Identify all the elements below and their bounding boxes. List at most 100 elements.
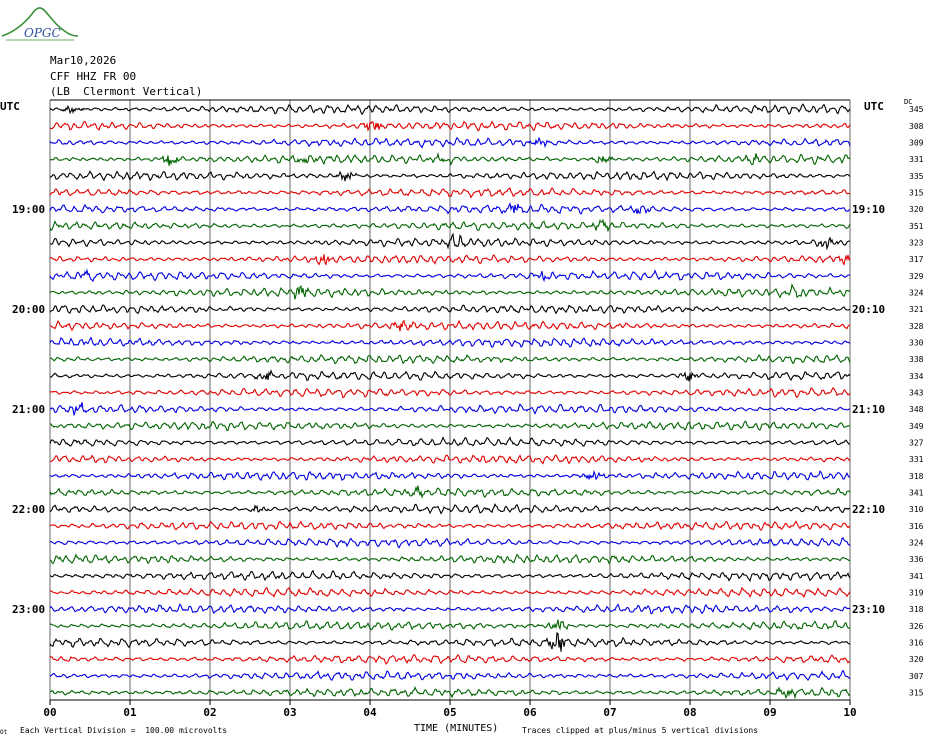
trace-row-2: [49, 136, 851, 149]
date-label: Mar10,2026: [50, 54, 117, 67]
trace-row-13: [50, 319, 851, 332]
x-tick-label: 05: [443, 706, 456, 719]
trace-row-17: [49, 387, 851, 399]
x-tick-label: 01: [123, 706, 137, 719]
dc-offset-label: 328: [909, 322, 924, 331]
trace-row-18: [49, 402, 851, 416]
hour-label-left: 23:00: [12, 603, 45, 616]
trace-row-6: [49, 202, 851, 215]
dc-offset-label: 330: [909, 339, 924, 348]
dc-offset-label: 331: [909, 155, 924, 164]
hour-label-left: 20:00: [12, 303, 45, 316]
dc-offset-label: 331: [909, 455, 924, 464]
seismic-traces: [49, 103, 851, 700]
dc-offset-label: 319: [909, 589, 924, 598]
opgc-logo: OPGC: [0, 2, 80, 44]
dc-offset-label: 309: [909, 139, 924, 148]
corner-mark: Ot: [0, 729, 8, 736]
dc-offset-label: 351: [909, 222, 924, 231]
dc-offset-label: 341: [909, 489, 924, 498]
location-label: (LB Clermont Vertical): [50, 85, 203, 98]
dc-offset-label: 320: [909, 655, 924, 664]
dc-offset-label: 320: [909, 205, 924, 214]
dc-offset-label: 324: [909, 539, 924, 548]
trace-row-0: [49, 103, 851, 116]
dc-offset-label: 348: [909, 405, 924, 414]
trace-row-30: [49, 603, 851, 615]
trace-row-7: [49, 218, 851, 233]
trace-row-28: [49, 569, 851, 583]
x-axis-title: TIME (MINUTES): [414, 723, 499, 734]
trace-row-19: [49, 420, 851, 432]
dc-offset-label: 316: [909, 639, 924, 648]
hour-label-right: 23:10: [852, 603, 885, 616]
dc-offset-label: 345: [909, 105, 924, 114]
scale-note: Each Vertical Division = 100.00 microvol…: [20, 726, 228, 735]
trace-row-4: [49, 170, 851, 182]
logo-text: OPGC: [24, 26, 61, 40]
dc-offset-label: 324: [909, 289, 924, 298]
trace-row-9: [49, 254, 851, 266]
trace-row-14: [49, 336, 851, 348]
trace-row-8: [49, 232, 851, 251]
trace-row-33: [49, 653, 851, 665]
trace-row-11: [49, 282, 851, 300]
x-tick-label: 04: [363, 706, 377, 719]
trace-row-35: [49, 685, 851, 700]
dc-offset-label: 308: [909, 122, 924, 131]
dc-offset-label: 318: [909, 605, 924, 614]
trace-row-23: [49, 485, 851, 499]
hour-label-right: 22:10: [852, 503, 885, 516]
trace-row-25: [50, 520, 851, 532]
hour-label-right: 20:10: [852, 303, 885, 316]
trace-row-12: [49, 304, 851, 315]
dc-offset-label: 335: [909, 172, 924, 181]
dc-offset-label: 307: [909, 672, 924, 681]
row-labels: 345 308 309 331 335 315 320 351 323 317 329 324 321 3…: [12, 105, 924, 697]
dc-offset-label: 323: [909, 239, 924, 248]
dc-offset-label: 326: [909, 622, 924, 631]
trace-row-21: [49, 454, 851, 465]
dc-offset-label: 343: [909, 389, 924, 398]
dc-offset-label: 341: [909, 572, 924, 581]
trace-row-24: [49, 502, 851, 515]
trace-row-31: [49, 619, 851, 631]
dc-offset-label: 316: [909, 522, 924, 531]
trace-row-34: [49, 669, 851, 682]
trace-row-5: [49, 187, 851, 199]
trace-row-32: [49, 632, 851, 652]
trace-row-1: [49, 120, 851, 132]
dc-offset-label: 334: [909, 372, 924, 381]
dc-offset-label: 349: [909, 422, 924, 431]
hour-label-left: 21:00: [12, 403, 45, 416]
hour-label-right: 19:10: [852, 203, 885, 216]
trace-row-29: [49, 586, 851, 599]
dc-offset-label: 318: [909, 472, 924, 481]
utc-left-label: UTC: [0, 100, 20, 113]
x-tick-label: 06: [523, 706, 537, 719]
trace-row-16: [49, 369, 851, 382]
trace-row-27: [49, 553, 850, 565]
clip-note: Traces clipped at plus/minus 5 vertical …: [522, 726, 759, 735]
x-tick-label: 00: [43, 706, 56, 719]
trace-row-15: [49, 354, 851, 365]
mountain-icon: [1, 7, 79, 41]
trace-row-20: [49, 436, 851, 447]
dc-offset-label: 327: [909, 439, 924, 448]
dc-offset-label: 329: [909, 272, 924, 281]
x-tick-label: 09: [763, 706, 776, 719]
dc-offset-label: 336: [909, 555, 924, 564]
x-tick-label: 08: [683, 706, 696, 719]
hour-label-left: 19:00: [12, 203, 45, 216]
trace-row-26: [49, 537, 851, 549]
x-tick-label: 02: [203, 706, 216, 719]
dc-offset-label: 315: [909, 189, 924, 198]
dc-offset-label: 315: [909, 689, 924, 698]
trace-row-22: [49, 469, 851, 482]
hour-label-left: 22:00: [12, 503, 45, 516]
x-tick-label: 03: [283, 706, 296, 719]
utc-right-label: UTC: [864, 100, 884, 113]
dc-offset-label: 317: [909, 255, 924, 264]
x-tick-label: 07: [603, 706, 616, 719]
dc-offset-label: 338: [909, 355, 924, 364]
